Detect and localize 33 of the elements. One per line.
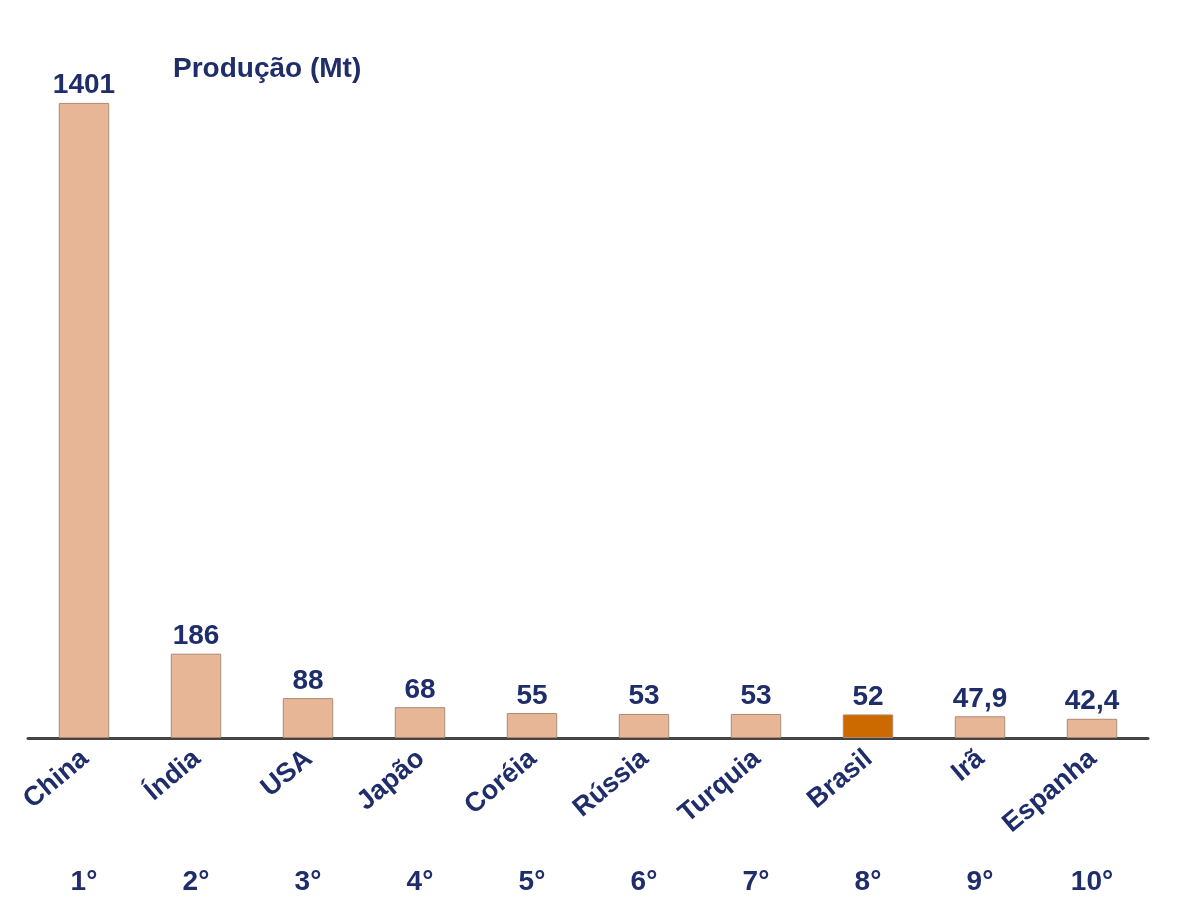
bar [170, 653, 222, 738]
bar [58, 102, 110, 738]
bar [282, 698, 334, 738]
bar [1066, 718, 1118, 738]
bar [394, 707, 446, 738]
text: 2° [182, 864, 210, 896]
text: 3° [294, 864, 322, 896]
data-label: 53 [628, 679, 660, 711]
bar [618, 713, 670, 738]
data-label: 53 [740, 679, 772, 711]
data-label: 88 [292, 663, 324, 695]
bar [954, 716, 1006, 738]
text: 6° [630, 864, 658, 896]
data-label: 52 [852, 679, 884, 711]
data-label: 186 [172, 619, 220, 651]
text: 1° [70, 864, 98, 896]
data-label: 68 [404, 672, 436, 704]
text: 8° [854, 864, 882, 896]
x-tick-label: Irã [945, 741, 991, 787]
bar [730, 713, 782, 738]
text: 7° [742, 864, 770, 896]
x-tick-label: USA [254, 742, 318, 803]
text: 5° [518, 864, 546, 896]
data-label: 42,4 [1064, 684, 1120, 716]
text: 4° [406, 864, 434, 896]
data-label: 47,9 [952, 681, 1008, 713]
data-label: 1401 [52, 68, 116, 100]
chart-title: Produção (Mt) [173, 51, 362, 83]
text: 10° [1070, 864, 1114, 896]
data-label: 55 [516, 678, 548, 710]
text: 9° [966, 864, 994, 896]
bar [842, 714, 894, 738]
bar [506, 713, 558, 738]
